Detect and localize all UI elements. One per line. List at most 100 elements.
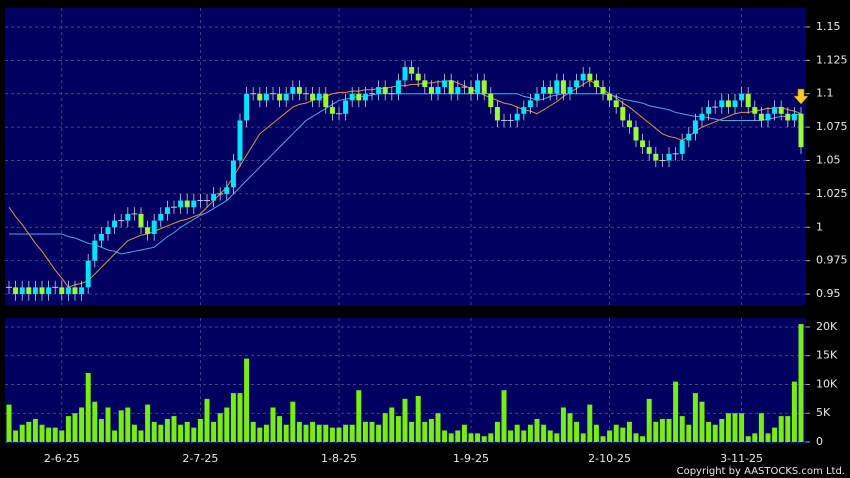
candle-body xyxy=(224,187,230,194)
volume-bar xyxy=(39,424,45,442)
volume-bar xyxy=(593,424,599,442)
y-tick-label: 1.075 xyxy=(816,120,848,133)
candle-body xyxy=(191,200,197,208)
volume-bar xyxy=(725,413,731,442)
volume-bar xyxy=(85,372,91,442)
volume-bar xyxy=(290,401,296,442)
volume-bar xyxy=(494,421,500,442)
x-tick-label: 1-9-25 xyxy=(453,452,489,465)
volume-bar xyxy=(659,418,665,442)
candle-body xyxy=(244,93,250,121)
volume-bar xyxy=(389,407,395,442)
volume-bar xyxy=(719,418,725,442)
candle-body xyxy=(290,87,296,94)
candle-body xyxy=(59,287,65,295)
candle-body xyxy=(758,113,764,121)
candle-body xyxy=(666,153,672,161)
volume-bar xyxy=(244,358,250,442)
candle-body xyxy=(686,133,692,141)
volume-bar xyxy=(270,407,276,442)
volume-bar xyxy=(461,424,467,442)
candle-body xyxy=(600,87,606,94)
volume-bar xyxy=(488,433,494,442)
candle-body xyxy=(79,287,85,295)
y-tick-label: 1.1 xyxy=(816,87,834,100)
volume-bar xyxy=(435,413,441,442)
x-tick-label: 1-8-25 xyxy=(321,452,357,465)
candle-body xyxy=(475,80,481,94)
volume-bar xyxy=(712,424,718,442)
candle-body xyxy=(574,80,580,88)
candle-body xyxy=(798,113,804,148)
volume-bar xyxy=(798,324,804,442)
moving-average-line xyxy=(9,93,802,255)
volume-bar xyxy=(230,393,236,442)
volume-bar xyxy=(600,436,606,442)
volume-bar xyxy=(653,421,659,442)
volume-bar xyxy=(164,418,170,442)
volume-bar xyxy=(72,413,78,442)
volume-bar xyxy=(257,427,263,442)
candle-body xyxy=(468,87,474,94)
volume-bar xyxy=(567,413,573,442)
candle-body xyxy=(329,107,335,114)
y-tick-label: 1.05 xyxy=(816,154,841,167)
price-panel xyxy=(5,8,806,305)
y-tick-label: 5K xyxy=(816,406,831,419)
candle-body xyxy=(257,93,263,101)
candle-body xyxy=(778,107,784,114)
candle-body xyxy=(567,87,573,94)
volume-bar xyxy=(508,430,514,442)
volume-bar xyxy=(191,427,197,442)
candle-body xyxy=(112,220,118,228)
volume-bar xyxy=(382,413,388,442)
candle-body xyxy=(765,113,771,121)
volume-bar xyxy=(758,413,764,442)
volume-bar xyxy=(613,424,619,442)
candle-body xyxy=(409,67,415,74)
volume-bar xyxy=(514,424,520,442)
candle-body xyxy=(633,127,639,141)
candle-body xyxy=(706,107,712,114)
y-tick-label: 1.125 xyxy=(816,53,848,66)
y-tick-label: 1 xyxy=(816,220,823,233)
y-tick-label: 0.975 xyxy=(816,254,848,267)
candle-body xyxy=(125,213,131,221)
volume-bar xyxy=(59,430,65,442)
volume-bar xyxy=(402,398,408,442)
x-tick-label: 2-10-25 xyxy=(588,452,631,465)
volume-bar xyxy=(409,421,415,442)
volume-bar xyxy=(131,424,137,442)
volume-bar xyxy=(679,416,685,442)
volume-bar xyxy=(376,424,382,442)
volume-bar xyxy=(468,433,474,442)
volume-bar xyxy=(250,421,256,442)
volume-bar xyxy=(785,416,791,442)
candle-body xyxy=(607,93,613,101)
volume-bar xyxy=(369,421,375,442)
candle-body xyxy=(283,93,289,101)
volume-bar xyxy=(732,413,738,442)
volume-bar xyxy=(263,424,269,442)
volume-bar xyxy=(310,421,316,442)
candle-body xyxy=(138,213,144,228)
volume-bar xyxy=(303,424,309,442)
candle-body xyxy=(626,120,632,128)
volume-bar xyxy=(422,421,428,442)
volume-bar xyxy=(138,430,144,442)
volume-bar xyxy=(158,424,164,442)
candle-body xyxy=(587,73,593,81)
y-tick-label: 10K xyxy=(816,377,838,390)
candle-body xyxy=(455,87,461,94)
candle-body xyxy=(356,93,362,101)
candle-body xyxy=(85,260,91,288)
candle-body xyxy=(296,87,302,94)
y-tick-label: 20K xyxy=(816,320,838,333)
volume-bar xyxy=(349,424,355,442)
volume-bar xyxy=(587,404,593,442)
volume-bar xyxy=(574,421,580,442)
candle-body xyxy=(620,107,626,121)
candle-body xyxy=(527,100,533,108)
volume-bar xyxy=(752,433,758,442)
candle-body xyxy=(402,67,408,81)
